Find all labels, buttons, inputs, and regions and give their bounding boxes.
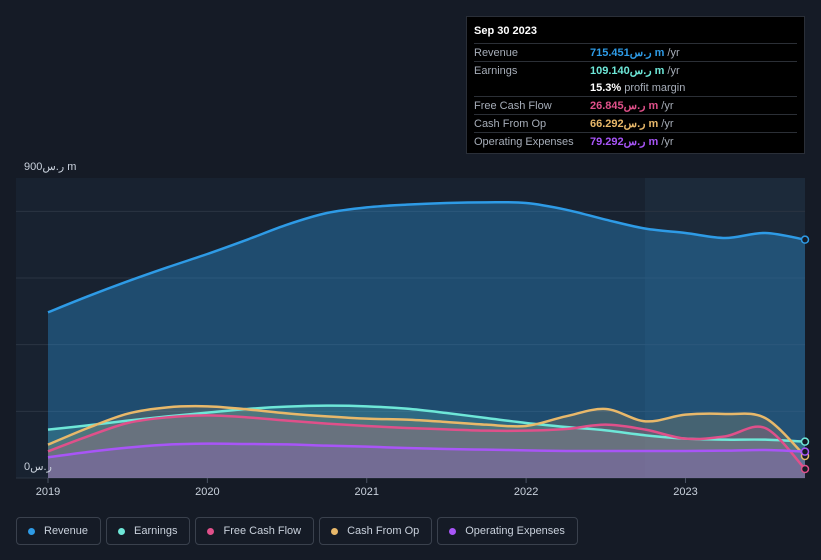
series-line-cash-from-op — [47, 404, 806, 457]
x-axis-tick-label: 2019 — [36, 486, 60, 498]
series-end-marker-free-cash-flow — [800, 464, 810, 474]
tooltip-row-revenue: Revenue 715.451ر.س m /yr — [474, 43, 797, 61]
tooltip-value: 26.845ر.س m — [590, 100, 659, 112]
tooltip-unit: profit margin — [624, 81, 686, 94]
x-axis-tick-label: 2023 — [673, 486, 697, 498]
tooltip-value: 79.292ر.س m — [590, 136, 659, 148]
tooltip-row-free-cash-flow: Free Cash Flow 26.845ر.س m /yr — [474, 96, 797, 114]
legend-item-revenue[interactable]: Revenue — [16, 517, 102, 545]
data-tooltip: Sep 30 2023 Revenue 715.451ر.س m /yr Ear… — [466, 16, 805, 154]
legend-dot-icon — [449, 527, 457, 535]
legend-item-operating-expenses[interactable]: Operating Expenses — [437, 517, 578, 545]
legend-dot-icon — [28, 527, 35, 535]
series-end-marker-earnings — [800, 437, 810, 446]
series-end-marker-revenue — [800, 235, 810, 244]
tooltip-value: 715.451ر.س m — [590, 47, 665, 59]
chart-legend: Revenue Earnings Free Cash Flow Cash Fro… — [16, 517, 578, 545]
y-axis-bottom-label: 0ر.س — [24, 461, 52, 473]
legend-dot-icon — [331, 527, 339, 535]
tooltip-label: Cash From Op — [474, 117, 547, 130]
tooltip-label: Free Cash Flow — [474, 99, 552, 112]
tooltip-value: 66.292ر.س m — [590, 118, 659, 130]
series-end-marker-operating-expenses — [800, 447, 810, 456]
plot-area: 900ر.س m 0ر.س 2019 2020 2021 2022 2023 — [16, 161, 810, 498]
legend-item-cash-from-op[interactable]: Cash From Op — [319, 517, 433, 545]
tooltip-row-earnings: Earnings 109.140ر.س m /yr — [474, 61, 797, 79]
series-line-free-cash-flow — [47, 414, 806, 470]
tooltip-value: 15.3% — [590, 81, 622, 94]
x-axis-tick-label: 2022 — [514, 486, 538, 498]
series-line-revenue — [47, 200, 806, 314]
tooltip-unit: /yr — [667, 46, 680, 59]
series-line-operating-expenses — [47, 442, 806, 459]
x-axis-tick-label: 2021 — [354, 486, 378, 498]
legend-label: Free Cash Flow — [223, 525, 302, 537]
legend-label: Earnings — [134, 525, 178, 537]
x-axis-tick-label: 2020 — [195, 486, 219, 498]
legend-label: Operating Expenses — [465, 525, 565, 537]
tooltip-label: Earnings — [474, 64, 518, 77]
tooltip-unit: /yr — [667, 64, 680, 77]
legend-label: Revenue — [44, 525, 89, 537]
tooltip-value: 109.140ر.س m — [590, 65, 665, 77]
legend-dot-icon — [207, 527, 215, 535]
tooltip-unit: /yr — [661, 117, 674, 130]
legend-item-earnings[interactable]: Earnings — [106, 517, 191, 545]
tooltip-row-profit-margin: 15.3% profit margin — [474, 79, 797, 96]
legend-item-free-cash-flow[interactable]: Free Cash Flow — [195, 517, 315, 545]
tooltip-unit: /yr — [661, 99, 674, 112]
tooltip-date: Sep 30 2023 — [474, 25, 537, 37]
tooltip-label: Operating Expenses — [474, 135, 574, 148]
tooltip-row-operating-expenses: Operating Expenses 79.292ر.س m /yr — [474, 132, 797, 150]
chart-canvas: 900ر.س m 0ر.س 2019 2020 2021 2022 2023 — [16, 161, 810, 498]
legend-label: Cash From Op — [347, 525, 420, 537]
series-area-earnings — [48, 405, 805, 478]
legend-dot-icon — [118, 527, 126, 535]
tooltip-row-cash-from-op: Cash From Op 66.292ر.س m /yr — [474, 114, 797, 132]
tooltip-label: Revenue — [474, 46, 519, 59]
y-axis-top-label: 900ر.س m — [24, 161, 76, 173]
tooltip-unit: /yr — [661, 135, 674, 148]
